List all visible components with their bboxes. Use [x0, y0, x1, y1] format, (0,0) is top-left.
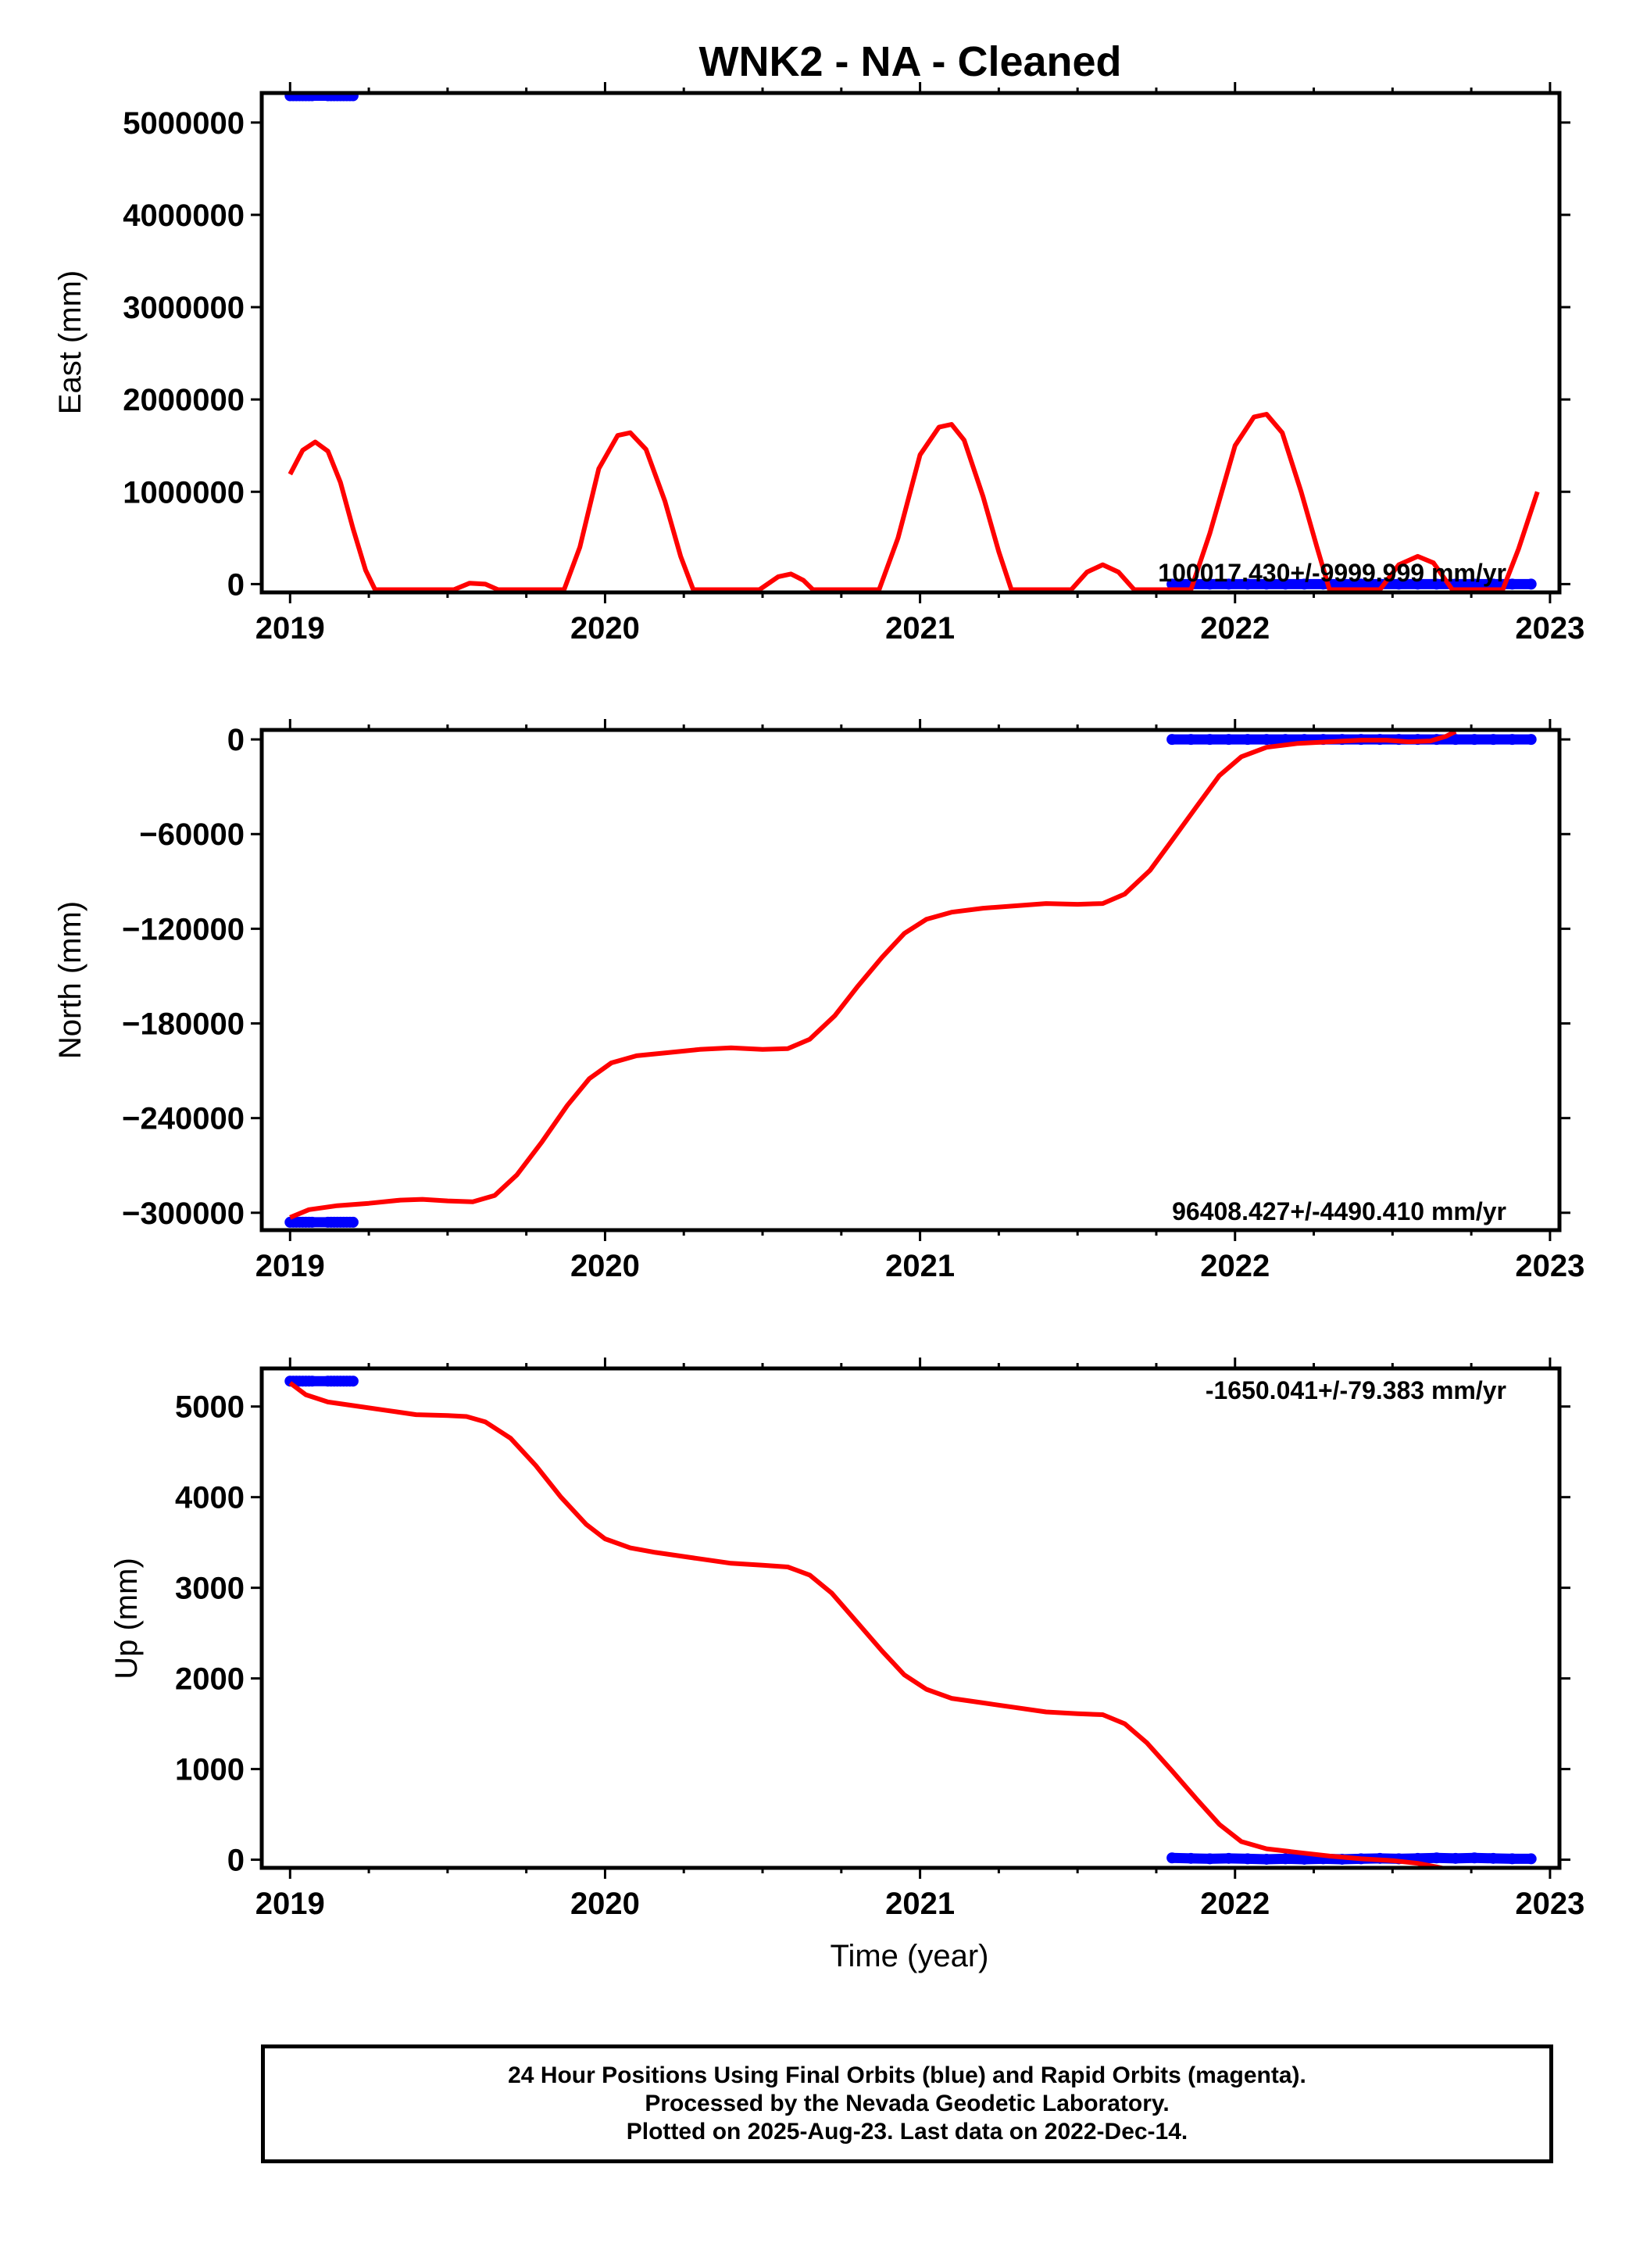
north-x-tick-label: 2022	[1200, 1249, 1270, 1283]
up-plot-area	[284, 1375, 1537, 1868]
up-y-tick-label: 1000	[175, 1753, 245, 1787]
up-x-tick-label: 2022	[1200, 1887, 1270, 1921]
east-x-tick-label: 2021	[885, 611, 955, 646]
up-y-tick-label: 4000	[175, 1481, 245, 1515]
north-plot-frame	[259, 728, 1562, 1232]
east-panel: East (mm) 2019 2020 2021 2022 2023 0 1000000 20…	[53, 82, 1584, 646]
up-y-tick-label: 2000	[175, 1662, 245, 1697]
up-y-tick-label: 5000	[175, 1390, 245, 1425]
north-model-curve	[289, 730, 1457, 1220]
east-y-tick-label: 5000000	[123, 106, 245, 141]
east-x-tick-label: 2022	[1200, 611, 1270, 646]
north-plot-area	[284, 730, 1537, 1228]
up-x-tick-label: 2021	[885, 1887, 955, 1921]
up-y-axis-label: Up (mm)	[109, 1558, 144, 1680]
north-x-tick-label: 2019	[255, 1249, 325, 1283]
up-panel: Up (mm) 2019 2020 2021 2022 2023 0 1000 2000 300…	[109, 1358, 1584, 1921]
caption-box: 24 Hour Positions Using Final Orbits (bl…	[261, 2044, 1553, 2163]
north-y-tick-label: 0	[227, 723, 245, 757]
east-y-tick-label: 3000000	[123, 291, 245, 325]
north-x-tick-label: 2020	[570, 1249, 640, 1283]
caption-line-3: Plotted on 2025-Aug-23. Last data on 202…	[626, 2119, 1188, 2145]
east-y-tick-label: 0	[227, 567, 245, 602]
east-y-tick-label: 4000000	[123, 199, 245, 233]
caption-line-1: 24 Hour Positions Using Final Orbits (bl…	[508, 2062, 1306, 2088]
east-x-tick-label: 2019	[255, 611, 325, 646]
east-model-curve	[288, 412, 1540, 592]
up-plot-frame	[259, 1366, 1562, 1870]
up-x-tick-label: 2020	[570, 1887, 640, 1921]
chart-title: WNK2 - NA - Cleaned	[698, 38, 1121, 85]
north-y-tick-label: −60000	[139, 817, 245, 852]
north-y-tick-label: −120000	[122, 912, 245, 946]
up-y-tick-label: 0	[227, 1844, 245, 1878]
north-rate-label: 96408.427+/-4490.410 mm/yr	[1172, 1197, 1506, 1225]
east-plot-frame	[259, 91, 1562, 595]
north-x-tick-label: 2021	[885, 1249, 955, 1283]
east-x-tick-label: 2023	[1515, 611, 1584, 646]
north-y-tick-label: −300000	[122, 1197, 245, 1231]
north-x-tick-label: 2023	[1515, 1249, 1584, 1283]
up-y-tick-label: 3000	[175, 1572, 245, 1606]
east-y-tick-label: 2000000	[123, 383, 245, 417]
north-y-tick-label: −240000	[122, 1102, 245, 1136]
x-axis-label: Time (year)	[831, 1939, 989, 1973]
up-x-tick-label: 2023	[1515, 1887, 1584, 1921]
north-y-axis-label: North (mm)	[53, 901, 88, 1059]
up-rate-label: -1650.041+/-79.383 mm/yr	[1206, 1376, 1506, 1404]
east-rate-label: 100017.430+/-9999.999 mm/yr	[1158, 559, 1506, 587]
up-x-tick-label: 2019	[255, 1887, 325, 1921]
caption-line-2: Processed by the Nevada Geodetic Laborat…	[645, 2091, 1170, 2116]
east-y-axis-label: East (mm)	[53, 270, 88, 414]
north-panel: North (mm) 2019 2020 2021 2022 2023 0 −60000 −1…	[53, 719, 1584, 1283]
east-x-tick-label: 2020	[570, 611, 640, 646]
east-plot-area	[284, 93, 1540, 592]
up-model-curve	[288, 1381, 1450, 1868]
east-y-tick-label: 1000000	[123, 475, 245, 510]
north-y-tick-label: −180000	[122, 1007, 245, 1042]
